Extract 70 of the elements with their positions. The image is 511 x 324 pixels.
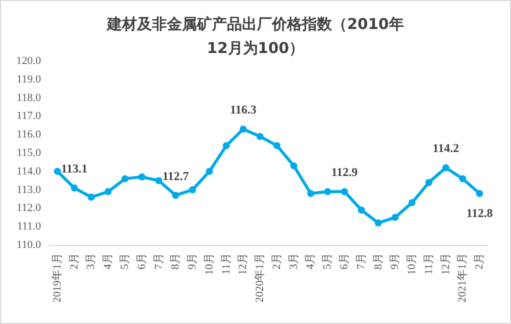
- data-label: 112.7: [162, 168, 189, 183]
- point: [172, 192, 180, 199]
- x-tick-label: 9月: [389, 253, 402, 270]
- point: [222, 142, 230, 150]
- point: [340, 188, 348, 196]
- x-tick-label: 8月: [170, 253, 182, 270]
- y-tick-label: 112.0: [16, 202, 42, 214]
- point: [138, 173, 146, 180]
- y-tick-label: 113.0: [16, 184, 42, 196]
- y-tick-label: 114.0: [16, 165, 42, 178]
- x-tick-label: 4月: [102, 253, 114, 270]
- x-tick-label: 2020年1月: [254, 253, 266, 302]
- point: [459, 175, 466, 182]
- point: [70, 184, 78, 192]
- x-tick-label: 10月: [406, 253, 418, 275]
- data-label: 113.1: [61, 161, 88, 176]
- x-tick-label: 3月: [288, 253, 300, 270]
- point: [256, 132, 264, 140]
- point: [476, 190, 484, 197]
- x-tick-label: 8月: [372, 253, 384, 270]
- point: [374, 219, 382, 226]
- y-tick-label: 118.0: [16, 92, 42, 104]
- x-tick-label: 11月: [220, 253, 232, 275]
- point: [121, 175, 128, 182]
- x-tick-label: 5月: [322, 253, 334, 270]
- data-label: 112.8: [466, 206, 493, 220]
- y-tick-label: 116.0: [16, 128, 42, 141]
- x-tick-label: 4月: [304, 253, 317, 270]
- x-tick-label: 2月: [68, 253, 80, 270]
- x-tick-label: 6月: [136, 253, 148, 270]
- x-tick-label: 10月: [203, 253, 216, 275]
- x-tick-label: 2019年1月: [51, 253, 64, 302]
- point: [442, 164, 450, 172]
- x-tick-label: 7月: [355, 253, 368, 270]
- x-tick-label: 9月: [186, 253, 199, 270]
- y-tick-label: 119.0: [16, 73, 42, 86]
- point: [408, 199, 416, 206]
- x-tick-label: 11月: [422, 253, 435, 275]
- point: [273, 142, 280, 150]
- y-tick-label: 111.0: [17, 220, 42, 233]
- x-tick-label: 3月: [85, 253, 98, 270]
- y-tick-label: 120.0: [16, 55, 42, 67]
- x-tick-label: 12月: [440, 253, 452, 275]
- x-tick-label: 12月: [237, 253, 250, 275]
- point: [425, 178, 432, 186]
- y-tick-label: 115.0: [16, 147, 42, 159]
- point: [358, 206, 365, 214]
- point: [307, 190, 314, 197]
- point: [324, 188, 332, 196]
- x-tick-label: 2月: [474, 253, 486, 270]
- point: [392, 214, 399, 221]
- x-tick-label: 6月: [338, 253, 350, 270]
- x-tick-label: 7月: [152, 253, 165, 270]
- point: [155, 177, 162, 184]
- x-tick-label: 5月: [118, 253, 131, 270]
- data-label: 112.9: [331, 165, 358, 180]
- x-tick-label: 2021年1月: [456, 253, 469, 302]
- x-tick-label: 2月: [270, 253, 283, 270]
- data-label: 114.2: [432, 141, 459, 156]
- point: [240, 126, 247, 133]
- chart-title: 建材及非金属矿产品出厂价格指数（2010年12月为100）: [106, 15, 404, 57]
- data-label: 116.3: [230, 102, 256, 117]
- point: [54, 168, 61, 175]
- point: [104, 188, 112, 196]
- point: [189, 186, 196, 194]
- point: [290, 162, 298, 170]
- point: [206, 168, 213, 175]
- point: [88, 194, 95, 201]
- y-tick-label: 117.0: [16, 110, 42, 122]
- y-tick-label: 110.0: [16, 239, 42, 251]
